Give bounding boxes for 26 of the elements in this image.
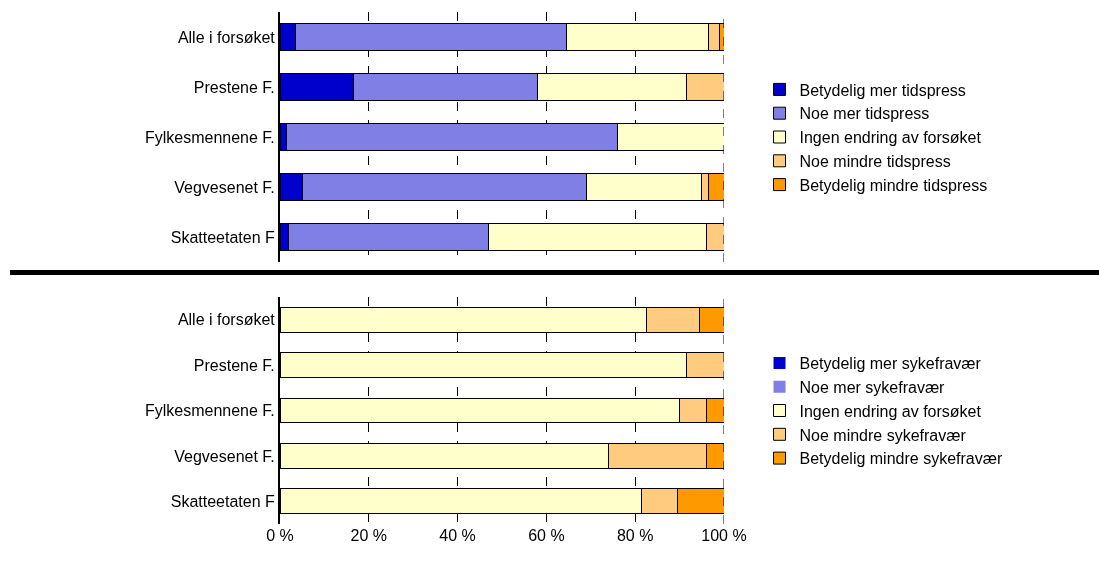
legend-label: Noe mindre sykefravær bbox=[799, 426, 967, 444]
y-tick-label: Skatteetaten F bbox=[170, 228, 276, 246]
y-tick-label: Prestene F. bbox=[193, 78, 275, 96]
y-tick-label: Fylkesmennene F. bbox=[144, 402, 275, 420]
legend-label: Noe mer sykefravær bbox=[799, 378, 946, 396]
legend-label: Noe mer tidspress bbox=[799, 105, 930, 123]
legend-label: Ingen endring av forsøket bbox=[799, 402, 982, 420]
y-tick-label: Alle i forsøket bbox=[177, 28, 276, 46]
legend-label: Betydelig mer sykefravær bbox=[799, 355, 982, 373]
x-tick-label: 100 % bbox=[701, 527, 747, 544]
legend-label: Ingen endring av forsøket bbox=[799, 129, 982, 147]
legend-label: Noe mindre tidspress bbox=[799, 153, 951, 171]
x-tick-label: 80 % bbox=[616, 527, 654, 544]
legend-label: Betydelig mindre sykefravær bbox=[799, 450, 1003, 468]
x-tick-label: 20 % bbox=[350, 527, 388, 544]
y-tick-label: Skatteetaten F bbox=[170, 492, 276, 510]
x-tick-label: 0 % bbox=[266, 527, 294, 544]
legend-label: Betydelig mer tidspress bbox=[799, 81, 966, 99]
x-tick-label: 40 % bbox=[439, 527, 476, 544]
y-tick-label: Alle i forsøket bbox=[177, 311, 276, 329]
y-tick-label: Prestene F. bbox=[193, 356, 275, 374]
legend-label: Betydelig mindre tidspress bbox=[799, 176, 988, 194]
y-tick-label: Fylkesmennene F. bbox=[144, 128, 275, 146]
y-tick-label: Vegvesenet F. bbox=[174, 178, 275, 196]
x-tick-label: 60 % bbox=[528, 527, 565, 544]
y-tick-label: Vegvesenet F. bbox=[174, 447, 275, 465]
